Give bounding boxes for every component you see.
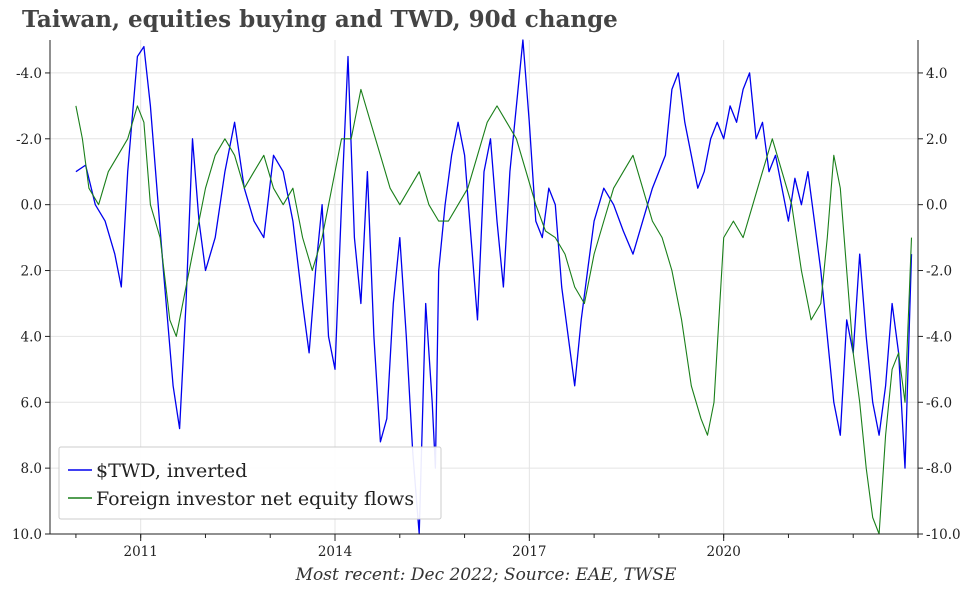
equity-flows-series-line: [75, 88, 913, 535]
x-tick-label: 2011: [124, 544, 158, 560]
right-tick-label: 4.0: [926, 66, 947, 82]
right-tick-label: 2.0: [926, 132, 947, 148]
left-tick-label: 2.0: [21, 264, 42, 280]
legend-box: [58, 446, 442, 520]
left-tick-label: -2.0: [16, 132, 42, 148]
right-tick-label: -8.0: [926, 461, 952, 477]
x-axis-ticks: 2011 2014 2017 2020: [75, 534, 919, 560]
right-tick-label: 0.0: [926, 198, 947, 214]
right-axis-ticks: 4.0 2.0 0.0 -2.0 -4.0 -6.0 -8.0 -10.0: [918, 66, 961, 543]
left-tick-label: 10.0: [12, 527, 42, 543]
legend-label-equity-flows: Foreign investor net equity flows: [96, 488, 414, 510]
right-tick-label: -2.0: [926, 264, 952, 280]
right-tick-label: -10.0: [926, 527, 961, 543]
source-note: Most recent: Dec 2022; Source: EAE, TWSE: [295, 565, 677, 585]
left-tick-label: 8.0: [21, 461, 42, 477]
legend-label-twd: $TWD, inverted: [96, 460, 247, 482]
left-tick-label: 4.0: [21, 329, 42, 345]
legend: $TWD, inverted Foreign investor net equit…: [58, 446, 442, 520]
right-tick-label: -4.0: [926, 329, 952, 345]
left-axis-ticks: -4.0 -2.0 0.0 2.0 4.0 6.0 8.0 10.0: [12, 66, 50, 543]
x-tick-label: 2014: [318, 544, 352, 560]
twd-series-line: [75, 39, 913, 535]
x-tick-label: 2020: [706, 544, 740, 560]
series-layer: [75, 39, 913, 535]
left-tick-label: 6.0: [21, 395, 42, 411]
x-tick-label: 2017: [512, 544, 546, 560]
axes: [49, 40, 919, 535]
left-tick-label: -4.0: [16, 66, 42, 82]
right-tick-label: -6.0: [926, 395, 952, 411]
left-tick-label: 0.0: [21, 198, 42, 214]
chart-title: Taiwan, equities buying and TWD, 90d cha…: [22, 6, 618, 33]
